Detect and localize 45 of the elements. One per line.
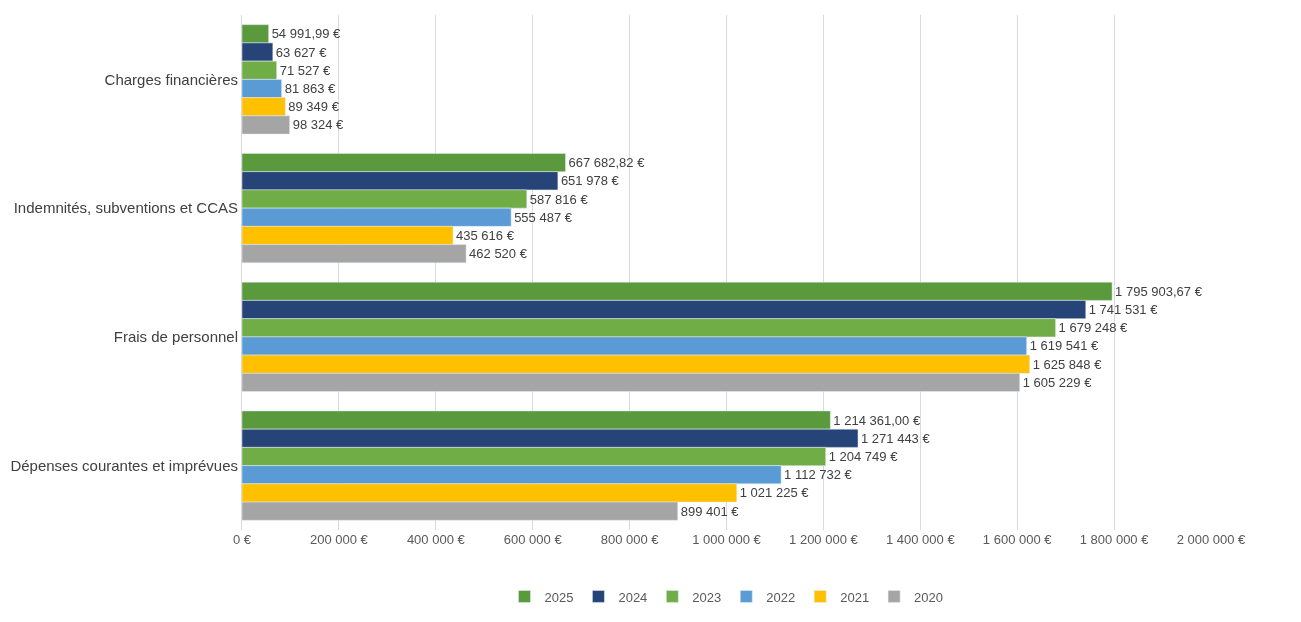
- data-label: 462 520 €: [469, 246, 528, 262]
- x-tick-label: 400 000 €: [406, 532, 466, 547]
- data-label: 1 625 848 €: [1032, 356, 1103, 372]
- data-label: 98 324 €: [292, 117, 345, 133]
- data-label: 1 204 749 €: [828, 449, 899, 465]
- y-tick-label: Frais de personnel: [113, 328, 238, 346]
- y-tick-label: Indemnités, subventions et CCAS: [13, 199, 238, 217]
- data-label: 587 816 €: [529, 191, 589, 207]
- x-tick-label: 1 400 000 €: [885, 532, 956, 547]
- data-label: 555 487 €: [514, 209, 573, 225]
- x-tick-label: 1 000 000 €: [692, 532, 762, 547]
- x-tick-label: 2 000 000 €: [1176, 532, 1247, 547]
- data-label: 1 619 541 €: [1029, 338, 1100, 354]
- x-tick-label: 0 €: [232, 532, 252, 547]
- data-label: 1 679 248 €: [1058, 320, 1129, 336]
- data-label: 667 682,82 €: [568, 155, 646, 171]
- x-tick-label: 1 200 000 €: [789, 532, 859, 547]
- data-label: 1 741 531 €: [1088, 302, 1159, 318]
- legend-label: 2020: [914, 589, 944, 605]
- data-label: 1 605 229 €: [1022, 374, 1093, 390]
- y-tick-label: Dépenses courantes et imprévues: [10, 456, 238, 474]
- data-label: 1 021 225 €: [739, 485, 810, 501]
- data-label: 1 112 732 €: [784, 467, 853, 483]
- data-label: 89 349 €: [288, 99, 340, 115]
- data-label: 1 214 361,00 €: [833, 412, 921, 428]
- data-label: 435 616 €: [456, 227, 515, 243]
- legend-label: 2022: [766, 589, 796, 605]
- data-label: 54 991,99 €: [271, 26, 342, 42]
- data-label: 651 978 €: [560, 173, 620, 189]
- legend-label: 2021: [840, 589, 870, 605]
- data-label: 71 527 €: [279, 62, 332, 78]
- legend-label: 2025: [544, 589, 574, 605]
- x-tick-label: 200 000 €: [309, 532, 369, 547]
- y-tick-label: Charges financières: [104, 70, 238, 88]
- legend-label: 2024: [618, 589, 648, 605]
- data-label: 899 401 €: [680, 503, 740, 519]
- data-label: 1 795 903,67 €: [1115, 283, 1203, 299]
- data-label: 1 271 443 €: [861, 430, 931, 446]
- data-label: 81 863 €: [284, 81, 337, 96]
- x-tick-label: 1 800 000 €: [1079, 532, 1150, 547]
- x-tick-label: 1 600 000 €: [982, 532, 1053, 547]
- data-label: 63 627 €: [275, 44, 328, 60]
- x-tick-label: 800 000 €: [600, 532, 660, 547]
- x-tick-label: 600 000 €: [503, 532, 563, 547]
- legend-label: 2023: [692, 589, 722, 605]
